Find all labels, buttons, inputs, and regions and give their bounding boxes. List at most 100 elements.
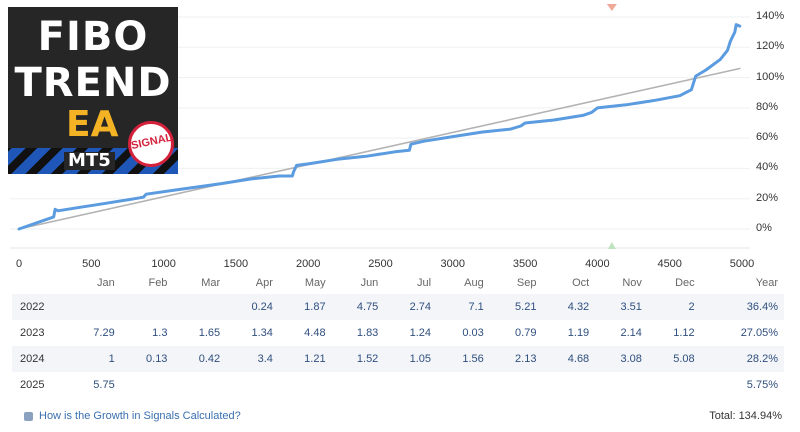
- year-total-cell: 28.2%: [700, 346, 784, 372]
- y-tick-label: 140%: [756, 10, 785, 22]
- y-tick-label: 80%: [756, 100, 779, 113]
- x-tick-label: 2000: [295, 258, 321, 270]
- year-total-cell: 5.75%: [746, 379, 778, 391]
- table-row: 2023 7.29 1.3 1.65 1.34 4.48 1.83 1.24 0.03 0.79 1…: [12, 320, 784, 346]
- month-value-cell: 1.12: [673, 327, 695, 339]
- month-value-cell: 0.03: [462, 327, 484, 339]
- year-total-cell: 27.05%: [740, 327, 778, 339]
- column-header: Apr: [255, 277, 273, 289]
- month-value-cell: [173, 294, 227, 320]
- month-value-cell: 1: [68, 346, 121, 372]
- table-row: 2022 0.24 1.87 4.75 2.74 7.1 5.21 4.32 3.51 2 36.4…: [12, 294, 784, 320]
- column-header: Oct: [572, 277, 590, 289]
- month-value-cell: 0.42: [173, 346, 227, 372]
- y-tick-label: 60%: [756, 131, 779, 144]
- x-tick-label: 4000: [585, 258, 610, 270]
- table-header-row: Jan Feb Mar Apr May Jun Jul Aug Sep Oct Nov Dec Year: [12, 272, 784, 294]
- month-value-cell: 3.4: [226, 346, 279, 372]
- column-header: May: [304, 277, 326, 289]
- month-value-cell: 2.13: [489, 346, 543, 372]
- x-tick-label: 1000: [151, 258, 176, 270]
- month-value-cell: [490, 372, 543, 398]
- month-value-cell: 0.13: [120, 346, 174, 372]
- month-value-cell: [384, 372, 437, 398]
- signal-seal-icon: SIGNAL: [128, 121, 174, 167]
- logo-line4: MT5: [64, 152, 115, 170]
- monthly-returns-table: Jan Feb Mar Apr May Jun Jul Aug Sep Oct Nov Dec Year…: [12, 272, 784, 398]
- column-header: Year: [755, 277, 778, 289]
- seal-text: SIGNAL: [130, 131, 174, 153]
- x-tick-label: 2500: [368, 258, 393, 270]
- month-value-cell: [279, 372, 332, 398]
- month-value-cell: 3.08: [595, 346, 648, 372]
- x-tick-label: 3000: [440, 258, 466, 270]
- month-value-cell: [437, 372, 490, 398]
- x-tick-label: 5000: [729, 258, 755, 270]
- y-tick-label: 40%: [756, 161, 779, 174]
- month-value-cell: [595, 372, 648, 398]
- month-value-cell: 1.52: [331, 346, 385, 372]
- column-header: Sep: [516, 277, 537, 289]
- month-value-cell: 1.05: [384, 346, 438, 372]
- row-year: 2022: [12, 294, 68, 320]
- logo-line3: EA: [66, 104, 119, 145]
- logo-line2: TREND: [14, 60, 172, 106]
- chart-series: [17, 23, 742, 231]
- month-value-cell: 5.08: [647, 346, 701, 372]
- y-tick-label: 0%: [756, 222, 772, 234]
- x-tick-label: 0: [15, 258, 23, 270]
- month-value-cell: [173, 372, 226, 398]
- month-value-cell: 1.24: [409, 327, 432, 339]
- chart-markers: [606, 4, 617, 249]
- month-value-cell: [542, 372, 595, 398]
- month-value-cell: 1.34: [251, 327, 273, 339]
- month-value-cell: 1.65: [198, 327, 221, 339]
- month-value-cell: 7.1: [437, 294, 490, 320]
- marker-triangle-down: [606, 4, 617, 11]
- month-value-cell: 5.75: [93, 379, 115, 391]
- marker-triangle-up: [607, 242, 616, 249]
- logo-line1: FIBO: [37, 14, 149, 60]
- column-header: Jul: [416, 277, 432, 289]
- month-value-cell: 1.19: [567, 327, 590, 339]
- month-value-cell: 2.74: [384, 294, 438, 320]
- total-growth: Total: 134.94%: [709, 410, 782, 422]
- x-tick-label: 3500: [512, 258, 538, 270]
- x-tick-label: 4500: [657, 258, 682, 270]
- month-value-cell: 1.21: [278, 346, 332, 372]
- column-header-year: [12, 272, 68, 294]
- column-header: Feb: [148, 277, 168, 289]
- row-year: 2023: [20, 327, 45, 339]
- column-header: Jun: [360, 277, 379, 289]
- month-value-cell: 1.3: [152, 327, 168, 339]
- month-value-cell: [120, 294, 174, 320]
- help-icon: [24, 411, 33, 421]
- month-value-cell: 1.56: [437, 346, 490, 372]
- column-header: Jan: [96, 277, 115, 289]
- column-header: Mar: [201, 277, 221, 289]
- table-body: 2022 0.24 1.87 4.75 2.74 7.1 5.21 4.32 3.51 2 36.4…: [12, 294, 784, 398]
- month-value-cell: 4.32: [542, 294, 596, 320]
- month-value-cell: [226, 372, 279, 398]
- x-tick-label: 1500: [223, 258, 249, 270]
- month-value-cell: 1.87: [278, 294, 332, 320]
- month-value-cell: 2: [647, 294, 701, 320]
- month-value-cell: 0.24: [226, 294, 279, 320]
- y-tick-label: 20%: [756, 191, 779, 204]
- y-tick-label: 100%: [756, 70, 785, 83]
- month-value-cell: 4.48: [304, 327, 326, 339]
- growth-series-line: [17, 23, 742, 231]
- growth-calculation-link[interactable]: How is the Growth in Signals Calculated?: [24, 410, 241, 422]
- growth-calculation-link-text[interactable]: How is the Growth in Signals Calculated?: [39, 410, 241, 422]
- month-value-cell: 4.75: [331, 294, 385, 320]
- month-value-cell: 4.68: [542, 346, 596, 372]
- year-total-cell: 36.4%: [700, 294, 784, 320]
- table-row: 2025 5.75 5.75%: [12, 372, 784, 398]
- month-value-cell: 7.29: [93, 327, 115, 339]
- table-row: 2024 1 0.13 0.42 3.4 1.21 1.52 1.05 1.56 2.13 4.68…: [12, 346, 784, 372]
- month-value-cell: 2.14: [620, 327, 642, 339]
- month-value-cell: [648, 372, 701, 398]
- column-header: Aug: [464, 277, 484, 289]
- month-value-cell: [121, 372, 174, 398]
- x-tick-label: 500: [82, 258, 101, 270]
